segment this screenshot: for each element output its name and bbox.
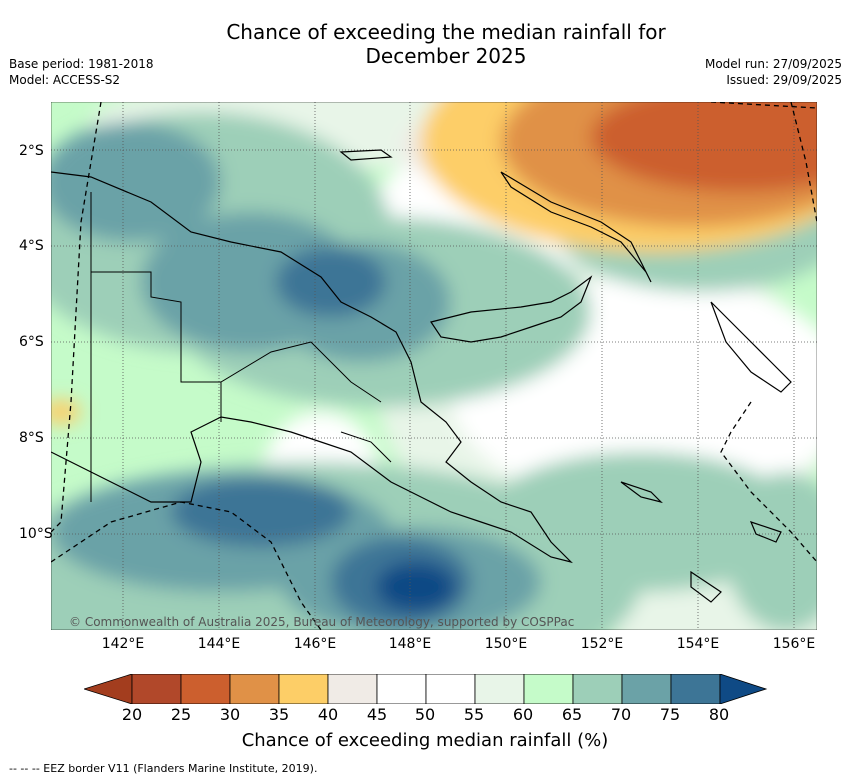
province-borders (90, 192, 392, 502)
coastlines (51, 149, 792, 603)
lat-label-8s: 8°S (19, 430, 44, 446)
colorbar-tick-35: 35 (268, 705, 290, 724)
colorbar-tick-80: 80 (708, 705, 730, 724)
colorbar-tick-25: 25 (170, 705, 192, 724)
colorbar-segment-8 (474, 674, 525, 704)
base-period: Base period: 1981-2018 (9, 57, 154, 71)
lon-label-148: 148°E (388, 636, 432, 652)
lat-label-6s: 6°S (19, 334, 44, 350)
lat-label-4s: 4°S (19, 238, 44, 254)
lon-label-154: 154°E (676, 636, 720, 652)
colorbar-tick-55: 55 (463, 705, 485, 724)
manus-island (339, 149, 393, 161)
colorbar-tick-60: 60 (512, 705, 534, 724)
colorbar-segment-11 (621, 674, 672, 704)
lon-label-146: 146°E (293, 636, 337, 652)
colorbar-segment-1 (131, 674, 182, 704)
lon-label-144: 144°E (197, 636, 241, 652)
colorbar-tick-40: 40 (317, 705, 339, 724)
colorbar-segment-2 (180, 674, 231, 704)
eez-borders (51, 102, 817, 630)
colorbar-segment-6 (376, 674, 427, 704)
colorbar-tick-45: 45 (366, 705, 388, 724)
colorbar-tick-50: 50 (414, 705, 436, 724)
lon-label-150: 150°E (484, 636, 528, 652)
colorbar-tick-30: 30 (219, 705, 241, 724)
band-65-70-east (481, 452, 801, 592)
title-line-1: Chance of exceeding the median rainfall … (226, 20, 666, 44)
copyright-text: © Commonwealth of Australia 2025, Bureau… (69, 615, 574, 629)
colorbar-tick-75: 75 (659, 705, 681, 724)
band-80-plus (376, 562, 456, 612)
colorbar-tick-20: 20 (121, 705, 143, 724)
colorbar-segment-7 (425, 674, 476, 704)
band-65-70-far-east (726, 472, 817, 630)
lon-label-142: 142°E (101, 636, 145, 652)
colorbar (84, 674, 768, 704)
colorbar-segment-4 (278, 674, 329, 704)
colorbar-segment-5 (327, 674, 378, 704)
rainfall-map: © Commonwealth of Australia 2025, Bureau… (51, 102, 817, 630)
colorbar-segments (84, 674, 768, 704)
band-35-40-west (51, 400, 81, 424)
lat-label-2s: 2°S (19, 143, 44, 159)
band-70-75-nw (51, 122, 221, 242)
gridlines (51, 102, 817, 630)
colorbar-extend-high (719, 674, 768, 704)
colorbar-title: Chance of exceeding median rainfall (%) (241, 730, 609, 751)
band-75-80-sw (171, 477, 351, 547)
new-britain-coast (430, 275, 593, 343)
chart-title: Chance of exceeding the median rainfall … (0, 20, 850, 68)
colorbar-extend-low (84, 674, 133, 704)
new-ireland-coast (500, 171, 652, 283)
band-75-80-north (276, 247, 386, 317)
colorbar-segment-3 (229, 674, 280, 704)
colorbar-segment-10 (572, 674, 623, 704)
colorbar-tick-70: 70 (610, 705, 632, 724)
colorbar-segment-12 (670, 674, 721, 704)
solomon-islands (620, 481, 782, 603)
colorbar-tick-65: 65 (561, 705, 583, 724)
issued-date: Issued: 29/09/2025 (726, 73, 842, 87)
model-name: Model: ACCESS-S2 (9, 73, 121, 87)
model-run-date: Model run: 27/09/2025 (704, 57, 842, 71)
band-25-30-ne (591, 102, 817, 192)
lon-label-152: 152°E (580, 636, 624, 652)
new-guinea-coast (51, 171, 573, 564)
bougainville-coast (710, 301, 792, 393)
colorbar-segment-9 (523, 674, 574, 704)
metadata-right: Model run: 27/09/2025 Issued: 29/09/2025 (705, 56, 842, 88)
lon-label-156: 156°E (772, 636, 816, 652)
metadata-left: Base period: 1981-2018 Model: ACCESS-S2 (9, 56, 154, 88)
eez-footnote: -- -- -- EEZ border V11 (Flanders Marine… (9, 762, 318, 775)
probability-contours (51, 102, 817, 630)
lat-label-10s: 10°S (19, 526, 53, 542)
title-line-2: December 2025 (365, 44, 527, 68)
